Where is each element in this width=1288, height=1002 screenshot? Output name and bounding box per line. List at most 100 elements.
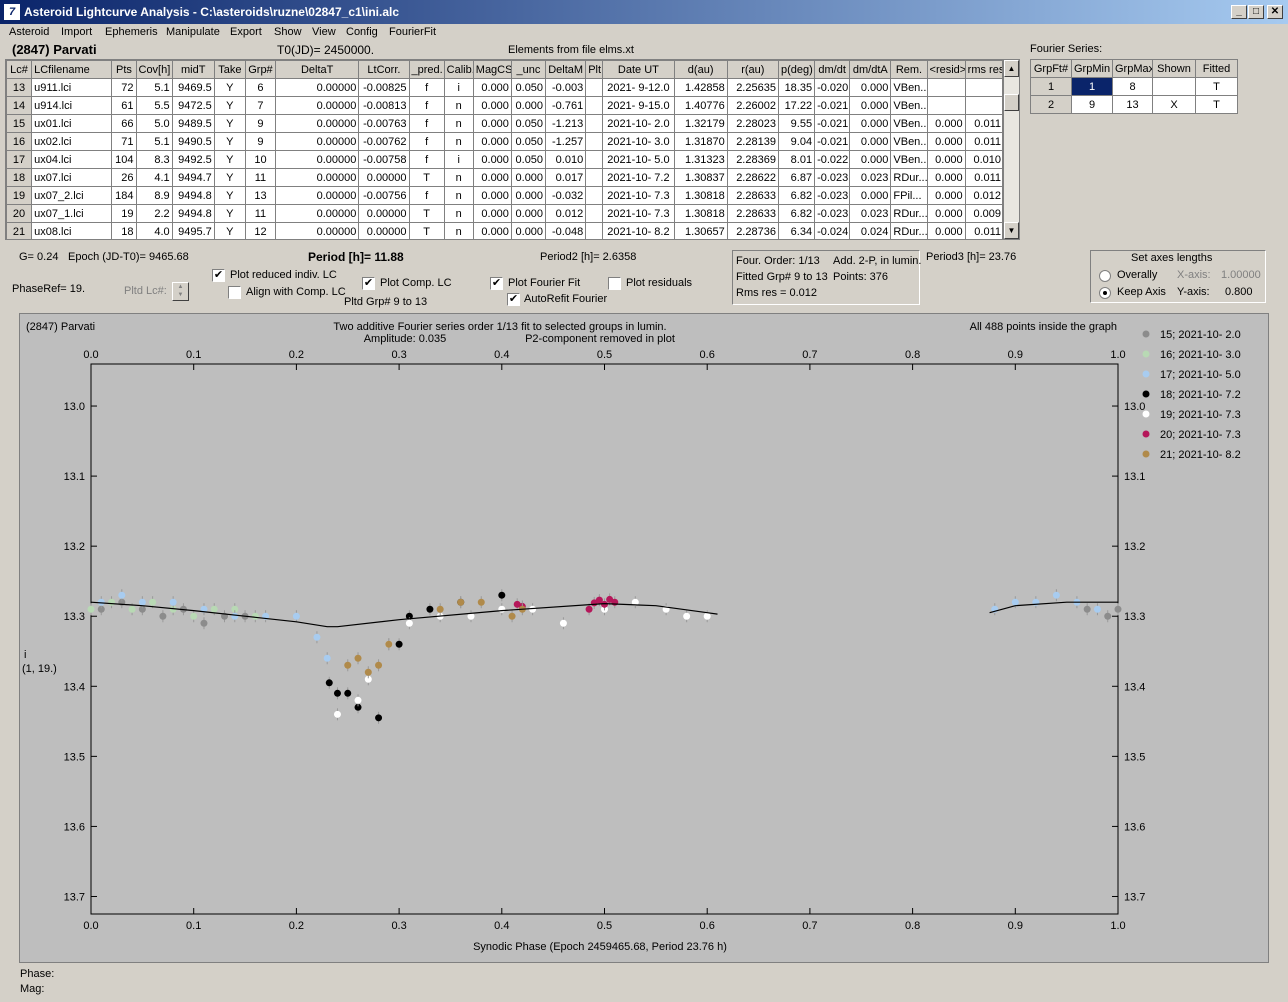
lc-table-cell[interactable]: 0.000 [849,96,892,115]
lc-table-cell[interactable]: 0.000 [926,150,966,169]
lc-table-cell[interactable]: ux07_1.lci [31,204,113,223]
lc-table-cell[interactable]: 19 [111,204,137,223]
lc-table-cell[interactable]: 66 [111,114,137,133]
lc-table-cell[interactable]: Y [213,114,246,133]
lc-table-cell[interactable]: f [408,78,445,97]
plot-fourier-checkbox[interactable]: ✔ [490,277,503,290]
lc-table-cell[interactable]: 5.1 [135,132,173,151]
lc-table-cell[interactable]: 1.30657 [673,222,728,239]
lc-table-cell[interactable]: -0.024 [814,222,851,239]
lc-table-cell[interactable]: n [443,204,474,223]
phase-ref[interactable]: PhaseRef= 19. [12,283,86,295]
lc-table-cell[interactable]: 8.3 [135,150,173,169]
lc-table-cell[interactable]: i [443,150,474,169]
plot-reduced-checkbox[interactable]: ✔ [212,269,225,282]
spin-up-icon[interactable]: ▲ [177,284,184,290]
lc-table-cell[interactable]: 1.40776 [673,96,728,115]
fourier-column-header[interactable]: Fitted [1195,59,1238,78]
lc-table-cell[interactable]: 9490.5 [171,132,215,151]
lc-column-header[interactable]: dm/dt [814,60,851,79]
lc-table-cell[interactable]: 0.023 [849,204,892,223]
lc-table-row[interactable]: 15 ux01.lci 66 5.0 9489.5 Y 9 0.00000 -0.00763 f n… [6,114,1002,133]
lc-table-cell[interactable]: 0.011 [964,168,1002,187]
lc-column-header[interactable]: rms res [964,60,1002,79]
lc-column-header[interactable]: midT [171,60,215,79]
lc-table-cell[interactable]: 0.000 [472,150,512,169]
lc-table-cell[interactable]: 104 [111,150,137,169]
lc-table-cell[interactable]: 0.017 [545,168,587,187]
lc-table-cell[interactable]: 0.050 [510,132,547,151]
lc-column-header[interactable]: p(deg) [777,60,816,79]
lc-table-cell[interactable]: Y [213,186,246,205]
lc-table-cell[interactable]: ux01.lci [31,114,113,133]
lc-table-cell[interactable]: 0.012 [964,186,1002,205]
lc-table-cell[interactable]: 11 [244,168,277,187]
lc-table-cell[interactable]: Y [213,168,246,187]
lc-table-cell[interactable]: 2.25635 [726,78,779,97]
fourier-table-cell[interactable]: T [1195,77,1238,96]
lc-table-cell[interactable]: -0.021 [814,132,851,151]
lc-table-cell[interactable]: -0.023 [814,204,851,223]
lc-table-cell[interactable]: ux07_2.lci [31,186,113,205]
lc-table-cell[interactable]: 6.82 [777,186,816,205]
fourier-table-cell[interactable]: T [1195,95,1238,114]
lc-table-cell[interactable]: 9469.5 [171,78,215,97]
lc-table-cell[interactable]: n [443,186,474,205]
align-comp-checkbox[interactable] [228,286,241,299]
lc-table-cell[interactable]: 0.00000 [275,186,360,205]
lc-table-cell[interactable]: 2021-10- 8.2 [602,222,675,239]
lc-table-cell[interactable] [585,96,604,115]
lc-table-cell[interactable]: -0.020 [814,78,851,97]
lc-table-cell[interactable]: 9 [244,132,277,151]
lc-table-cell[interactable]: 2.28622 [726,168,779,187]
lc-table-cell[interactable] [585,168,604,187]
lc-table-cell[interactable]: -1.213 [545,114,587,133]
lc-table-cell[interactable]: -0.032 [545,186,587,205]
lc-column-header[interactable]: Pts [111,60,137,79]
lc-table-row[interactable]: 19 ux07_2.lci 184 8.9 9494.8 Y 13 0.00000 -0.007… [6,186,1002,205]
lc-table-cell[interactable]: f [408,132,445,151]
lc-table-cell[interactable]: 2021- 9-12.0 [602,78,675,97]
lc-table-cell[interactable]: 9492.5 [171,150,215,169]
lc-column-header[interactable]: LtCorr. [358,60,410,79]
lc-table-cell[interactable]: T [408,168,445,187]
lc-table-cell[interactable]: 0.000 [472,168,512,187]
lc-table-cell[interactable]: VBen... [890,78,928,97]
lc-column-header[interactable]: Take [213,60,246,79]
lc-table-cell[interactable]: 12 [244,222,277,239]
lc-table-cell[interactable]: 26 [111,168,137,187]
lc-column-header[interactable]: dm/dtA [849,60,892,79]
lc-table-cell[interactable]: 6 [244,78,277,97]
lc-table-cell[interactable]: 13 [6,78,33,97]
lc-table-cell[interactable]: FPil... [890,186,928,205]
lc-table-cell[interactable]: 2021-10- 7.3 [602,204,675,223]
lc-table-cell[interactable]: ux02.lci [31,132,113,151]
lc-table-cell[interactable]: 0.000 [472,114,512,133]
lc-table-cell[interactable] [585,150,604,169]
lc-table-cell[interactable] [964,78,1002,97]
overally-radio[interactable] [1099,270,1111,282]
lc-table-cell[interactable]: n [443,222,474,239]
lc-table-cell[interactable]: -0.023 [814,186,851,205]
lc-table-cell[interactable]: 2.28633 [726,204,779,223]
lc-table-cell[interactable]: RDur... [890,222,928,239]
lc-table-cell[interactable]: n [443,114,474,133]
lc-table-cell[interactable]: i [443,78,474,97]
lc-table-cell[interactable]: 0.00000 [358,168,410,187]
lc-table-cell[interactable]: 0.000 [849,150,892,169]
lc-table-cell[interactable]: n [443,168,474,187]
lc-table-cell[interactable] [585,222,604,239]
lc-table-cell[interactable]: VBen... [890,150,928,169]
lc-table-cell[interactable]: 0.000 [926,186,966,205]
lc-table-cell[interactable]: 0.011 [964,222,1002,239]
lc-table-cell[interactable]: 9.04 [777,132,816,151]
lc-column-header[interactable]: Cov[h] [135,60,173,79]
maximize-button[interactable]: □ [1248,5,1264,19]
lc-table-cell[interactable]: VBen... [890,132,928,151]
lc-table-cell[interactable]: 2.28023 [726,114,779,133]
menu-ephemeris[interactable]: Ephemeris [105,26,158,38]
lc-table-cell[interactable]: 8.9 [135,186,173,205]
lc-table-cell[interactable] [585,186,604,205]
menu-fourierfit[interactable]: FourierFit [389,26,437,38]
